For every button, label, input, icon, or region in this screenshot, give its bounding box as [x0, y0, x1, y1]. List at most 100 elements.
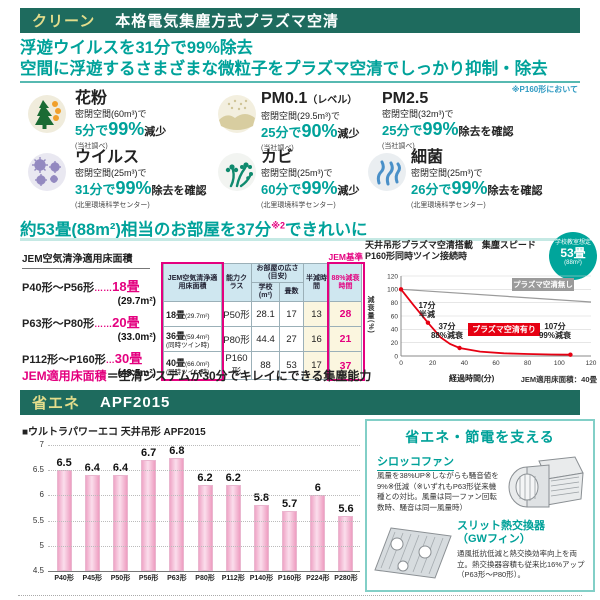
bar-value-label: 5.7 [281, 497, 298, 510]
benefit-stat: 5分で99%減少 [75, 119, 167, 139]
bar [112, 475, 128, 571]
benefit-source: (当社調べ) [382, 143, 415, 150]
benefit-condition: 密閉空間(32m³)で [382, 109, 454, 119]
x-category-label: P63形 [167, 575, 187, 582]
y-tick-label: 0 [394, 353, 398, 360]
chart-title: 天井吊形プラズマ空清搭載 集塵スピード [365, 240, 536, 250]
col-header: 能力クラス [221, 263, 252, 302]
bar [141, 460, 157, 571]
mold-icon [218, 153, 256, 191]
eco-tag: 省エネ [32, 395, 81, 412]
bar-slot: 5.7 [276, 445, 304, 571]
category-labels: P40形 P45形 P50形 P56形 P63形 P80形 P112形 P140形 P160形 P… [50, 573, 360, 583]
intro-headline: 浮遊ウイルスを31分で99%除去 空間に浮遊するさまざまな微粒子をプラズマ空清で… [20, 38, 548, 80]
benefit-title: PM2.5 [382, 90, 429, 107]
y-tick-label: 60 [391, 313, 399, 320]
data-point [425, 320, 431, 325]
benefit-pm25: PM2.5 密閉空間(32m³)で 25分で99%除去を確認 (当社調べ) [382, 90, 542, 151]
list-item: P63形〜P80形……20畳 (33.0m²) [22, 315, 156, 343]
bar [282, 510, 298, 571]
bar-slot: 6.8 [163, 445, 191, 571]
apf-bar-chart: 6.5 6.4 6.4 6.7 6.8 6.2 6.2 5.8 5.7 6 5.6 P40形 P45形… [22, 437, 362, 592]
eco-title: APF2015 [100, 394, 171, 411]
col-header: お部屋の広さ(目安) [250, 263, 305, 283]
bar-slot: 6.4 [78, 445, 106, 571]
bar-value-label: 5.6 [338, 502, 354, 515]
benefit-title: PM0.1（レベル） [261, 90, 358, 107]
benefit-source: (当社調べ) [261, 145, 294, 152]
room-section-title: 約53畳(88m²)相当のお部屋を37分※2できれいに [20, 220, 368, 240]
grid-line [48, 520, 360, 522]
divider [20, 81, 580, 83]
benefit-bacteria: 細菌 密閉空間(25m³)で 26分で99%除去を確認 (北里環境科学センター) [411, 149, 571, 210]
benefit-source: (北里環境科学センター) [261, 202, 336, 209]
col-header: JEM空気清浄適用床面積 [163, 263, 222, 302]
table-row: 18畳(29.7m²) P50形 28.1 17 13 28 [163, 301, 363, 327]
sirocco-fan-icon [508, 456, 584, 508]
col-header: 学校(m²) [251, 282, 280, 302]
x-tick-label: 0 [399, 360, 403, 367]
benefit-source: (当社調べ) [75, 143, 108, 150]
jem-table: JEM空気清浄適用床面積 能力クラス お部屋の広さ(目安) 半減時間 88%減衰… [163, 263, 363, 380]
benefit-title: ウイルス [75, 149, 140, 166]
y-tick-label: 6 [39, 490, 44, 500]
sirocco-fan-label: シロッコファン [377, 453, 454, 471]
bar [169, 458, 185, 571]
y-axis-label: 減衰量(%) [367, 296, 374, 334]
x-category-label: P80形 [195, 575, 215, 582]
series-label-with: プラズマ空清有り [468, 323, 540, 336]
grid-line [48, 495, 360, 497]
jem-standard-badge: JEM基準 [328, 252, 363, 262]
bar-slot: 5.8 [247, 445, 275, 571]
x-tick-label: 60 [492, 360, 500, 367]
col-header: 畳数 [278, 282, 305, 302]
x-category-label: P50形 [110, 575, 131, 582]
virus-icon [28, 153, 66, 191]
benefit-mold: カビ 密閉空間(25m³)で 60分で99%減少 (北里環境科学センター) [261, 149, 386, 210]
bar-slot: 6.7 [135, 445, 163, 571]
list-item: P40形〜P56形……18畳 (29.7m²) [22, 279, 156, 307]
col-header: 半減時間 [303, 263, 331, 302]
benefit-stat: 60分で99%減少 [261, 178, 360, 198]
benefit-condition: 密閉空間(60m³)で [75, 109, 147, 119]
clean-tag: クリーン [32, 13, 96, 30]
slit-fin-desc: 通風抵抗低減と熱交換効率向上を両立。熱交換器容積も従来比16%アップ（P63形〜… [457, 549, 585, 579]
benefit-title: 花粉 [75, 90, 108, 107]
data-point [457, 345, 462, 351]
heat-exchanger-icon [374, 527, 452, 579]
y-tick-label: 5.5 [32, 515, 44, 525]
benefit-condition: 密閉空間(25m³)で [411, 168, 483, 178]
data-point [568, 352, 573, 357]
x-tick-label: 120 [586, 360, 597, 367]
x-tick-label: 20 [429, 360, 437, 367]
dust-speed-chart: 天井吊形プラズマ空清搭載 集塵スピード P160形同時ツイン接続時 学校教室想定… [365, 232, 597, 390]
floor-list-header: JEM空気清浄適用床面積 [22, 250, 150, 269]
y-tick-label: 6.5 [32, 465, 44, 475]
benefit-condition: 密閉空間(25m³)で [261, 168, 333, 178]
col-header: 88%減衰時間 [329, 263, 363, 302]
annotation-99pct: 107分 99%減衰 [538, 322, 571, 340]
y-tick-label: 4.5 [32, 566, 44, 575]
benefit-title: カビ [261, 149, 294, 166]
series-line [400, 288, 592, 303]
x-category-label: P140形 [249, 575, 274, 582]
list-item: P112形〜P160形…30畳 (49.5m²) [22, 351, 156, 379]
eco-box-title: 省エネ・節電を支える [405, 429, 555, 445]
bar [253, 505, 269, 571]
benefit-title: 細菌 [411, 149, 444, 166]
eco-feature-box: 省エネ・節電を支える シロッコファン 風量を38%UP※しながらも騒音値を9%※… [365, 419, 595, 592]
annotation-88pct: 37分 88%減衰 [430, 322, 463, 340]
benefit-pm01: PM0.1（レベル） 密閉空間(29.5m³)で 25分で90%減少 (当社調べ… [261, 90, 386, 153]
clean-section-header: クリーン 本格電気集塵方式プラズマ空清 [20, 8, 580, 33]
x-category-label: P56形 [138, 575, 159, 582]
bar [197, 485, 213, 571]
benefit-source: (北里環境科学センター) [411, 202, 486, 209]
slit-fin-label: スリット熱交換器 （GWフィン） [457, 520, 545, 545]
y-tick-label: 80 [391, 300, 399, 307]
benefit-stat: 26分で99%除去を確認 [411, 178, 543, 198]
bar [338, 515, 354, 571]
bar-value-label: 6 [314, 482, 321, 495]
bar [225, 485, 241, 571]
bar-value-label: 6.5 [56, 457, 72, 470]
grid-line [48, 470, 360, 472]
